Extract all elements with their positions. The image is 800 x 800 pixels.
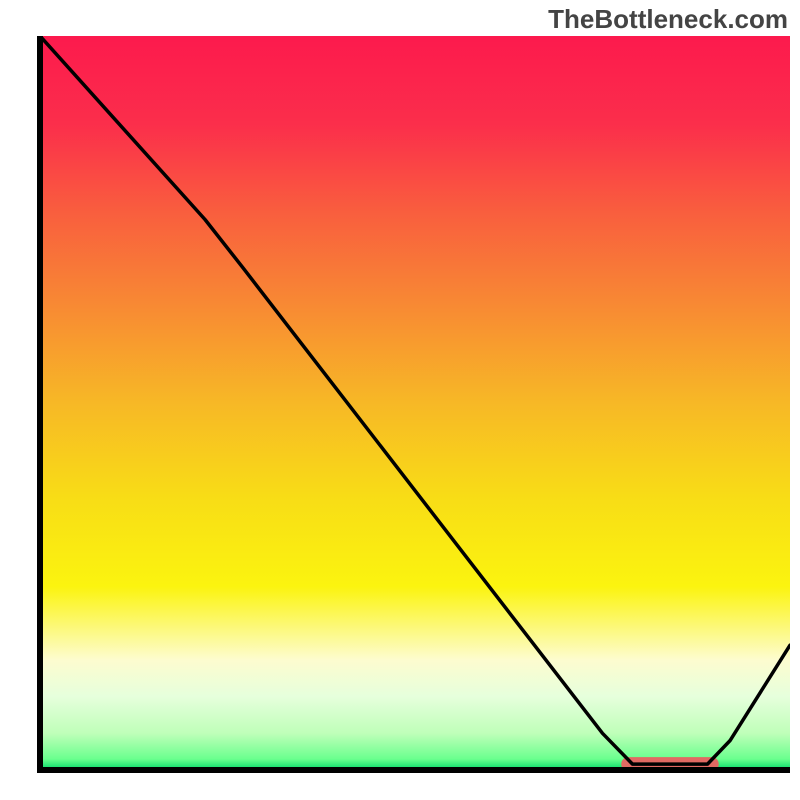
watermark-text: TheBottleneck.com bbox=[548, 4, 788, 35]
chart-container: TheBottleneck.com bbox=[0, 0, 800, 800]
bottleneck-chart bbox=[0, 0, 800, 800]
gradient-background bbox=[40, 36, 790, 770]
